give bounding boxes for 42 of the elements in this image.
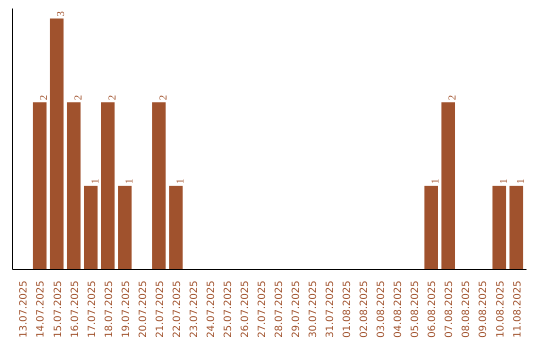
x-tick-label: 02.08.2025: [359, 280, 370, 338]
x-tick-label: 06.08.2025: [427, 280, 438, 338]
x-tick-label: 15.07.2025: [52, 280, 64, 338]
data-label: 2: [107, 94, 118, 100]
x-tick-label: 27.07.2025: [256, 280, 268, 338]
x-tick-label: 16.07.2025: [70, 280, 81, 338]
data-label: 1: [90, 178, 102, 184]
data-label: 1: [124, 178, 136, 184]
data-label: 3: [56, 11, 68, 17]
x-tick-label: 10.08.2025: [495, 280, 506, 338]
x-tick-label: 13.07.2025: [18, 280, 30, 338]
x-tick-label: 04.08.2025: [393, 280, 404, 338]
x-tick-label: 29.07.2025: [291, 280, 302, 338]
data-label: 2: [73, 94, 84, 100]
x-tick-label: 21.07.2025: [154, 280, 166, 338]
x-tick-label: 08.08.2025: [461, 280, 472, 338]
data-label: 1: [175, 178, 186, 184]
data-label: 2: [158, 94, 170, 100]
data-label: 2: [448, 94, 459, 100]
x-tick-label: 20.07.2025: [138, 280, 149, 338]
x-tick-label: 25.07.2025: [222, 280, 234, 338]
x-tick-label: 03.08.2025: [376, 280, 388, 338]
data-label: 2: [39, 94, 50, 100]
x-tick-label: 09.08.2025: [478, 280, 490, 338]
x-tick-label: 23.07.2025: [188, 280, 200, 338]
x-tick-label: 01.08.2025: [342, 280, 354, 338]
data-label: 1: [516, 178, 527, 184]
x-tick-label: 11.08.2025: [512, 280, 524, 338]
x-tick-label: 19.07.2025: [120, 280, 132, 338]
x-tick-label: 24.07.2025: [206, 280, 217, 338]
x-tick-label: 05.08.2025: [410, 280, 422, 338]
x-tick-label: 07.08.2025: [444, 280, 456, 338]
x-tick-label: 30.07.2025: [308, 280, 320, 338]
x-tick-label: 22.07.2025: [172, 280, 183, 338]
x-tick-label: 14.07.2025: [36, 280, 47, 338]
x-tick-label: 26.07.2025: [240, 280, 251, 338]
x-tick-label: 31.07.2025: [325, 280, 336, 338]
data-label: 1: [498, 178, 510, 184]
data-label: 1: [430, 178, 442, 184]
x-tick-label: 28.07.2025: [274, 280, 286, 338]
x-tick-label: 18.07.2025: [104, 280, 115, 338]
x-tick-label: 17.07.2025: [86, 280, 98, 338]
